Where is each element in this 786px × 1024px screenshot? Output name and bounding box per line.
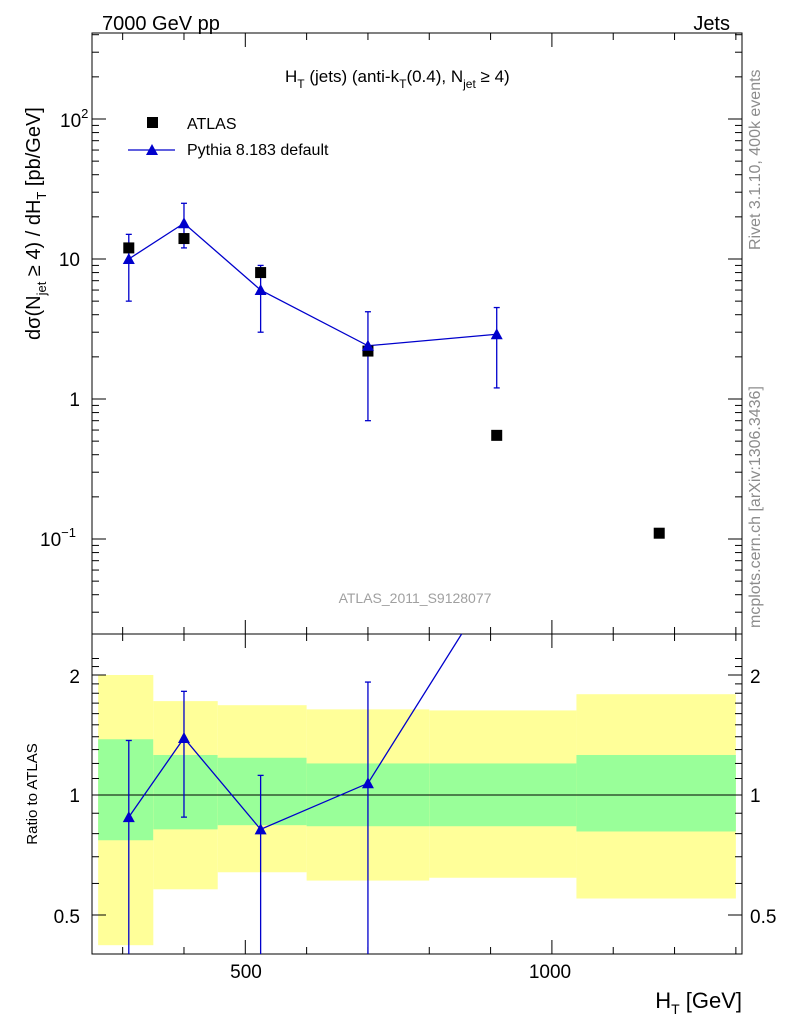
mc-point-4 — [490, 328, 503, 340]
band-inner-0 — [98, 739, 154, 841]
ratio-ytick-2: 2 — [69, 667, 80, 688]
data-point-3 — [362, 345, 374, 357]
ratio-point-1 — [177, 731, 190, 743]
data-point-2 — [255, 267, 267, 279]
legend-mc-label: Pythia 8.183 default — [187, 142, 329, 159]
main-plot-area — [122, 202, 665, 539]
mc-point-0 — [122, 253, 135, 264]
ratio-bands — [98, 675, 736, 946]
mcplots-label: mcplots.cern.ch [arXiv:1306.3436] — [747, 386, 764, 628]
rivet-label: Rivet 3.1.10, 400k events — [747, 69, 764, 250]
ytick-0.1: 10−1 — [40, 525, 76, 551]
header-category: Jets — [693, 13, 730, 35]
ratio-ytick-1: 1 — [69, 786, 80, 807]
data-point-0 — [123, 242, 135, 254]
xtick-1000: 1000 — [529, 962, 571, 983]
band-inner-2 — [217, 757, 307, 826]
data-point-4 — [491, 429, 503, 441]
mc-point-2 — [254, 284, 267, 296]
xtick-500: 500 — [230, 962, 262, 983]
ratio-frame — [91, 633, 743, 955]
legend-data-marker — [147, 117, 158, 128]
ytick-100: 102 — [60, 106, 88, 132]
ratio-plot-area — [92, 633, 742, 954]
analysis-id: ATLAS_2011_S9128077 — [339, 590, 492, 606]
data-point-5 — [653, 527, 665, 539]
x-axis-label: HT [GeV] — [655, 988, 742, 1017]
ratio-point-3 — [361, 777, 374, 789]
plot-title: HT (jets) (anti-kT(0.4), Njet ≥ 4) — [285, 67, 510, 91]
axis-ticks — [92, 33, 742, 954]
ratio-ytick-0.5: 0.5 — [54, 907, 80, 928]
ratio-y-axis-label: Ratio to ATLAS — [24, 743, 41, 844]
legend-mc-marker — [146, 144, 158, 155]
header-energy: 7000 GeV pp — [102, 13, 220, 35]
ratio-point-0 — [122, 811, 135, 823]
ratio-ytick-0.5-right: 0.5 — [750, 907, 776, 928]
mc-point-1 — [177, 217, 190, 229]
ytick-10: 10 — [59, 250, 80, 271]
band-inner-5 — [576, 754, 736, 832]
ytick-1: 1 — [69, 390, 80, 411]
ratio-ytick-1-right: 1 — [750, 786, 761, 807]
ratio-ytick-2-right: 2 — [750, 667, 761, 688]
mc-point-3 — [361, 339, 374, 351]
legend-data-label: ATLAS — [187, 116, 237, 133]
data-point-1 — [178, 233, 190, 245]
ratio-point-2 — [254, 823, 267, 835]
y-axis-label: dσ(Njet ≥ 4) / dHT [pb/GeV] — [23, 107, 49, 340]
